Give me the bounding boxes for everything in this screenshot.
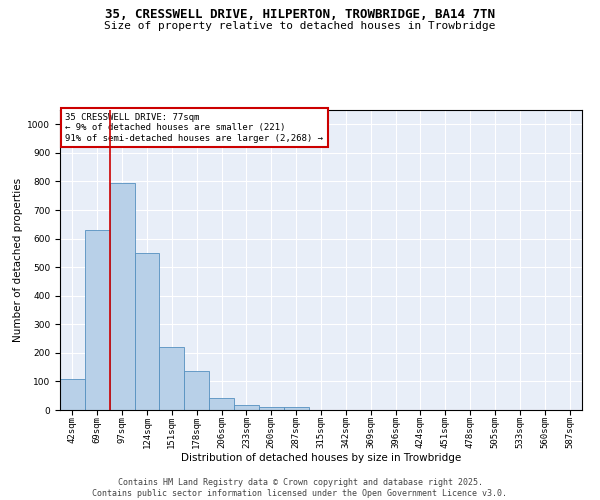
Bar — [184, 372, 209, 410]
Bar — [284, 407, 308, 410]
Bar — [85, 230, 110, 410]
Text: 35 CRESSWELL DRIVE: 77sqm
← 9% of detached houses are smaller (221)
91% of semi-: 35 CRESSWELL DRIVE: 77sqm ← 9% of detach… — [65, 113, 323, 143]
Bar — [60, 379, 85, 410]
Text: Size of property relative to detached houses in Trowbridge: Size of property relative to detached ho… — [104, 21, 496, 31]
Text: Contains HM Land Registry data © Crown copyright and database right 2025.
Contai: Contains HM Land Registry data © Crown c… — [92, 478, 508, 498]
Bar — [160, 346, 184, 410]
X-axis label: Distribution of detached houses by size in Trowbridge: Distribution of detached houses by size … — [181, 452, 461, 462]
Bar — [209, 398, 234, 410]
Bar — [134, 254, 160, 410]
Bar — [234, 405, 259, 410]
Y-axis label: Number of detached properties: Number of detached properties — [13, 178, 23, 342]
Text: 35, CRESSWELL DRIVE, HILPERTON, TROWBRIDGE, BA14 7TN: 35, CRESSWELL DRIVE, HILPERTON, TROWBRID… — [105, 8, 495, 20]
Bar — [110, 183, 134, 410]
Bar — [259, 407, 284, 410]
